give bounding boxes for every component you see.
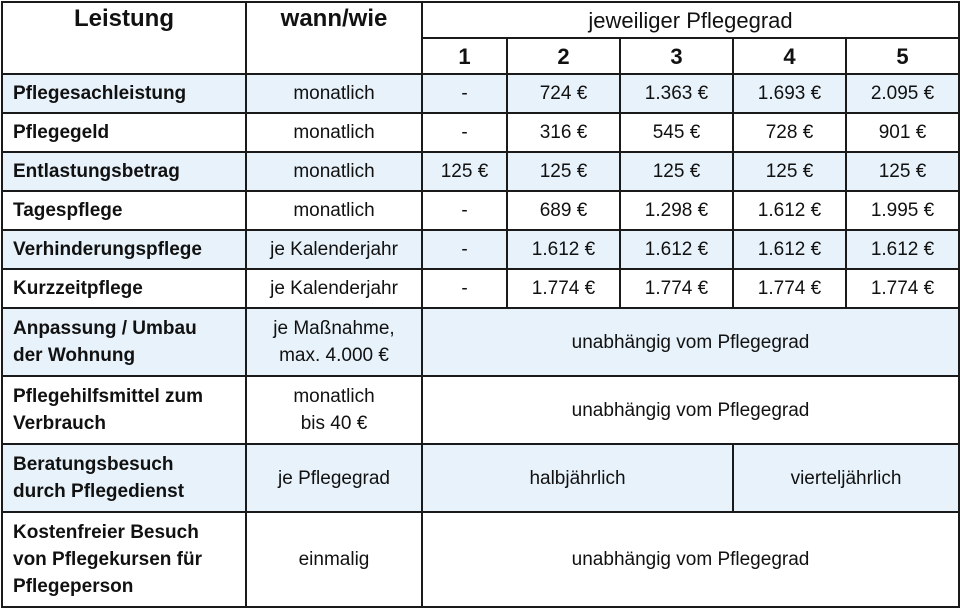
row-when-line: bis 40 € <box>300 413 368 434</box>
value-cell: - <box>421 190 508 231</box>
row-when: je Maßnahme, max. 4.000 € <box>245 307 423 377</box>
merged-value-cell: unabhängig vom Pflegegrad <box>420 511 960 608</box>
row-when: je Kalenderjahr <box>245 268 423 309</box>
row-label: Pflegesachleistung <box>1 73 247 114</box>
value-cell: 1.612 € <box>844 229 960 270</box>
value-cell: 728 € <box>732 112 847 153</box>
value-cell: 1.612 € <box>732 190 847 231</box>
row-label-line: Verbrauch <box>13 413 106 434</box>
value-cell: 689 € <box>506 190 621 231</box>
row-when: je Pflegegrad <box>245 443 423 513</box>
value-cell: 1.298 € <box>619 190 734 231</box>
row-label: Verhinderungspflege <box>1 229 247 270</box>
row-when: monatlich bis 40 € <box>245 375 423 445</box>
value-cell: 1.612 € <box>732 229 847 270</box>
row-label: Kostenfreier Besuch von Pflegekursen für… <box>1 511 247 608</box>
value-cell: 125 € <box>732 151 847 192</box>
value-cell: 125 € <box>506 151 621 192</box>
table-row: Anpassung / Umbau der Wohnung je Maßnahm… <box>1 307 960 377</box>
row-when-line: monatlich <box>293 386 375 407</box>
value-cell: 1.774 € <box>619 268 734 309</box>
row-label-line: Kostenfreier Besuch <box>13 522 199 543</box>
row-when: einmalig <box>245 511 423 608</box>
row-label: Pflegehilfsmittel zum Verbrauch <box>1 375 247 445</box>
merged-value-cell: unabhängig vom Pflegegrad <box>420 375 960 445</box>
merged-value-cell: vierteljährlich <box>731 443 960 513</box>
grade-3-header: 3 <box>619 37 734 75</box>
row-label: Entlastungsbetrag <box>1 151 247 192</box>
row-label-line: Anpassung / Umbau <box>13 318 197 339</box>
row-label-line: Beratungsbesuch <box>13 454 174 475</box>
grade-1-header: 1 <box>421 37 508 75</box>
row-label: Anpassung / Umbau der Wohnung <box>1 307 247 377</box>
value-cell: - <box>421 112 508 153</box>
value-cell: 1.612 € <box>619 229 734 270</box>
value-cell: 1.995 € <box>844 190 960 231</box>
table-row: Tagespflege monatlich - 689 € 1.298 € 1.… <box>1 190 960 231</box>
value-cell: 901 € <box>844 112 960 153</box>
grade-5-header: 5 <box>844 37 960 75</box>
merged-value-cell: halbjährlich <box>421 443 734 513</box>
row-label: Tagespflege <box>1 190 247 231</box>
value-cell: - <box>421 73 508 114</box>
grade-2-header: 2 <box>506 37 621 75</box>
header-row-2: 1 2 3 4 5 <box>2 37 960 75</box>
value-cell: 2.095 € <box>844 73 960 114</box>
value-cell: 125 € <box>421 151 508 192</box>
table-row: Pflegesachleistung monatlich - 724 € 1.3… <box>1 73 960 114</box>
row-when: monatlich <box>245 73 423 114</box>
table-row: Entlastungsbetrag monatlich 125 € 125 € … <box>1 151 960 192</box>
row-label: Pflegegeld <box>1 112 247 153</box>
value-cell: 125 € <box>844 151 960 192</box>
row-label-line: von Pflegekursen für <box>13 549 202 570</box>
row-label-line: durch Pflegedienst <box>13 481 185 502</box>
value-cell: 1.774 € <box>732 268 847 309</box>
row-when: monatlich <box>245 190 423 231</box>
row-label: Kurzzeitpflege <box>1 268 247 309</box>
table-row: Pflegehilfsmittel zum Verbrauch monatlic… <box>1 375 960 445</box>
value-cell: 1.363 € <box>619 73 734 114</box>
value-cell: 1.693 € <box>732 73 847 114</box>
value-cell: - <box>421 229 508 270</box>
row-label-line: Pflegeperson <box>13 576 134 597</box>
value-cell: 545 € <box>619 112 734 153</box>
row-when: monatlich <box>245 151 423 192</box>
table-row: Verhinderungspflege je Kalenderjahr - 1.… <box>1 229 960 270</box>
row-when-line: je Maßnahme, <box>273 318 395 339</box>
value-cell: 1.774 € <box>844 268 960 309</box>
table-row: Pflegegeld monatlich - 316 € 545 € 728 €… <box>1 112 960 153</box>
row-when-line: max. 4.000 € <box>279 345 389 366</box>
value-cell: - <box>421 268 508 309</box>
row-when: je Kalenderjahr <box>245 229 423 270</box>
value-cell: 125 € <box>619 151 734 192</box>
table-row: Kostenfreier Besuch von Pflegekursen für… <box>1 511 960 608</box>
value-cell: 1.774 € <box>506 268 621 309</box>
value-cell: 724 € <box>506 73 621 114</box>
row-when: monatlich <box>245 112 423 153</box>
row-label-line: Pflegehilfsmittel zum <box>13 386 204 407</box>
value-cell: 1.612 € <box>506 229 621 270</box>
header-wann-wie: wann/wie <box>245 1 423 75</box>
merged-value-cell: unabhängig vom Pflegegrad <box>420 307 960 377</box>
header-row-1: Leistung wann/wie jeweiliger Pflegegrad <box>1 1 960 75</box>
grade-4-header: 4 <box>732 37 847 75</box>
table-row: Kurzzeitpflege je Kalenderjahr - 1.774 €… <box>1 268 960 309</box>
header-leistung: Leistung <box>1 1 247 75</box>
header-pflegegrad: jeweiliger Pflegegrad <box>420 1 960 39</box>
row-label: Beratungsbesuch durch Pflegedienst <box>1 443 247 513</box>
value-cell: 316 € <box>506 112 621 153</box>
table-row: Beratungsbesuch durch Pflegedienst je Pf… <box>1 443 960 513</box>
row-label-line: der Wohnung <box>13 345 136 366</box>
